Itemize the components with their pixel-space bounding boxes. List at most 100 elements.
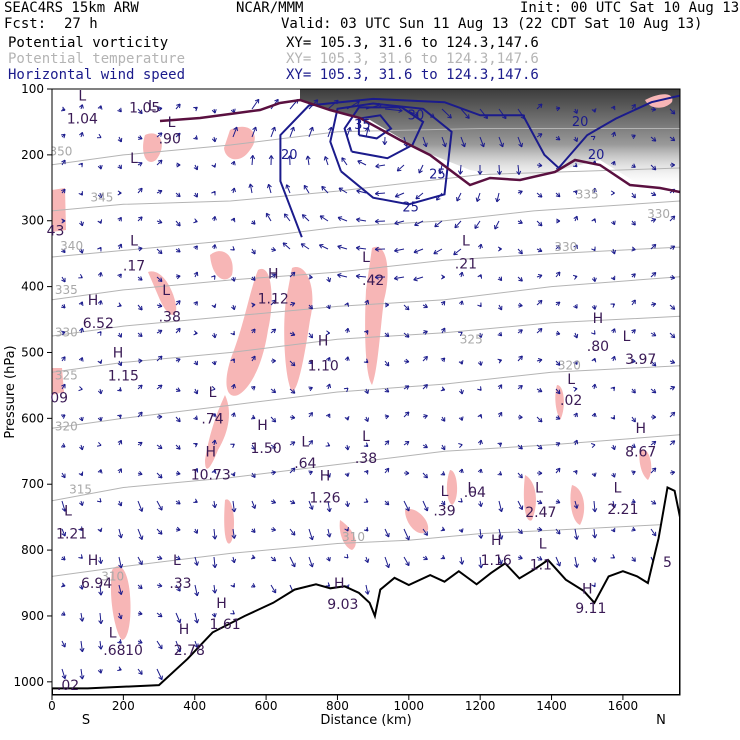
pv-marker: .64 — [294, 456, 316, 472]
wind-arrow — [555, 360, 561, 366]
wind-arrowhead — [176, 162, 181, 168]
wind-arrowhead — [230, 471, 236, 477]
wind-arrow — [413, 276, 424, 281]
wind-arrow — [118, 584, 122, 595]
wind-arrowhead — [573, 304, 578, 309]
wind-arrow — [118, 528, 122, 539]
wind-arrowhead — [670, 274, 676, 280]
y-tick-label: 700 — [21, 477, 44, 491]
wind-arrowhead — [254, 98, 260, 104]
wind-arrowhead — [591, 246, 596, 252]
wind-arrow — [375, 220, 386, 223]
wind-arrowhead — [478, 564, 484, 569]
wind-speed-label: 20 — [588, 148, 605, 163]
wind-arrowhead — [117, 414, 122, 419]
wind-arrowhead — [61, 277, 66, 283]
wind-arrow — [422, 136, 427, 147]
pv-marker: 43 — [47, 224, 65, 240]
wind-arrowhead — [138, 507, 144, 512]
wind-arrowhead — [394, 193, 400, 198]
wind-arrowhead — [537, 193, 543, 198]
wind-arrowhead — [211, 137, 217, 143]
wind-arrowhead — [271, 246, 277, 252]
theta-contours — [52, 128, 680, 577]
wind-arrow — [156, 248, 163, 254]
wind-arrow — [612, 500, 616, 509]
wind-arrowhead — [394, 220, 399, 226]
wind-arrow — [61, 500, 66, 512]
wind-arrowhead — [537, 273, 543, 279]
pv-marker: H — [334, 576, 345, 592]
wind-arrow — [61, 528, 66, 537]
wind-arrow — [270, 556, 276, 562]
wind-arrowhead — [193, 135, 198, 140]
wind-arrowhead — [537, 221, 543, 227]
wind-arrow — [156, 384, 163, 390]
wind-arrowhead — [611, 220, 616, 226]
wind-arrowhead — [97, 300, 103, 305]
wind-arrowhead — [356, 188, 361, 194]
wind-arrowhead — [440, 327, 446, 333]
wind-arrow — [346, 500, 349, 507]
wind-arrowhead — [117, 639, 122, 644]
wind-arrow — [494, 220, 500, 230]
theta-label: 325 — [460, 332, 483, 346]
wind-arrow — [232, 500, 235, 513]
wind-arrowhead — [250, 385, 256, 391]
wind-arrowhead — [423, 506, 429, 512]
wind-arrowhead — [157, 530, 163, 535]
wind-arrowhead — [61, 531, 67, 537]
wind-arrowhead — [301, 214, 307, 219]
wind-arrowhead — [499, 142, 504, 148]
wind-arrowhead — [309, 535, 314, 541]
wind-arrowhead — [344, 472, 350, 477]
wind-arrowhead — [78, 386, 83, 392]
wind-arrowhead — [194, 591, 200, 597]
wind-arrowhead — [211, 439, 217, 445]
wind-arrowhead — [251, 276, 256, 281]
wind-arrowhead — [250, 583, 256, 588]
wind-arrowhead — [477, 274, 483, 279]
wind-arrow — [286, 184, 291, 194]
wind-arrowhead — [138, 305, 143, 311]
wind-arrowhead — [465, 114, 470, 119]
north-label: N — [656, 713, 666, 728]
wind-arrow — [441, 108, 452, 119]
wind-arrowhead — [252, 126, 257, 132]
y-tick-label: 300 — [21, 214, 44, 228]
wind-arrowhead — [573, 439, 579, 445]
wind-arrow — [498, 500, 503, 512]
wind-arrowhead — [138, 187, 143, 193]
wind-arrowhead — [79, 501, 84, 506]
wind-speed-label: 20 — [572, 115, 589, 130]
wind-arrowhead — [117, 666, 122, 672]
wind-arrow — [669, 332, 676, 339]
wind-arrow — [394, 276, 405, 280]
wind-arrowhead — [318, 243, 324, 249]
pv-marker: .90 — [159, 131, 181, 147]
wind-arrowhead — [573, 504, 579, 509]
wind-arrowhead — [303, 184, 309, 190]
wind-arrowhead — [308, 304, 314, 310]
wind-arrow — [460, 136, 466, 148]
wind-arrowhead — [405, 470, 410, 476]
wind-arrowhead — [670, 470, 676, 476]
wind-arrowhead — [555, 244, 561, 250]
wind-arrow — [434, 220, 443, 228]
wind-arrowhead — [458, 416, 464, 421]
wind-arrowhead — [251, 355, 256, 361]
x-tick-label: 800 — [326, 699, 349, 713]
wind-arrow — [156, 355, 163, 362]
wind-arrowhead — [211, 109, 217, 114]
wind-speed-label: 30 — [408, 108, 425, 123]
wind-arrowhead — [78, 301, 84, 306]
wind-arrowhead — [518, 302, 523, 308]
wind-arrowhead — [363, 442, 369, 447]
wind-arrowhead — [117, 614, 123, 620]
wind-arrowhead — [78, 554, 83, 559]
pv-marker: L — [64, 504, 72, 520]
wind-arrowhead — [96, 441, 102, 447]
theta-label: 335 — [576, 187, 599, 201]
wind-arrow — [422, 472, 428, 479]
wind-arrowhead — [610, 303, 616, 308]
